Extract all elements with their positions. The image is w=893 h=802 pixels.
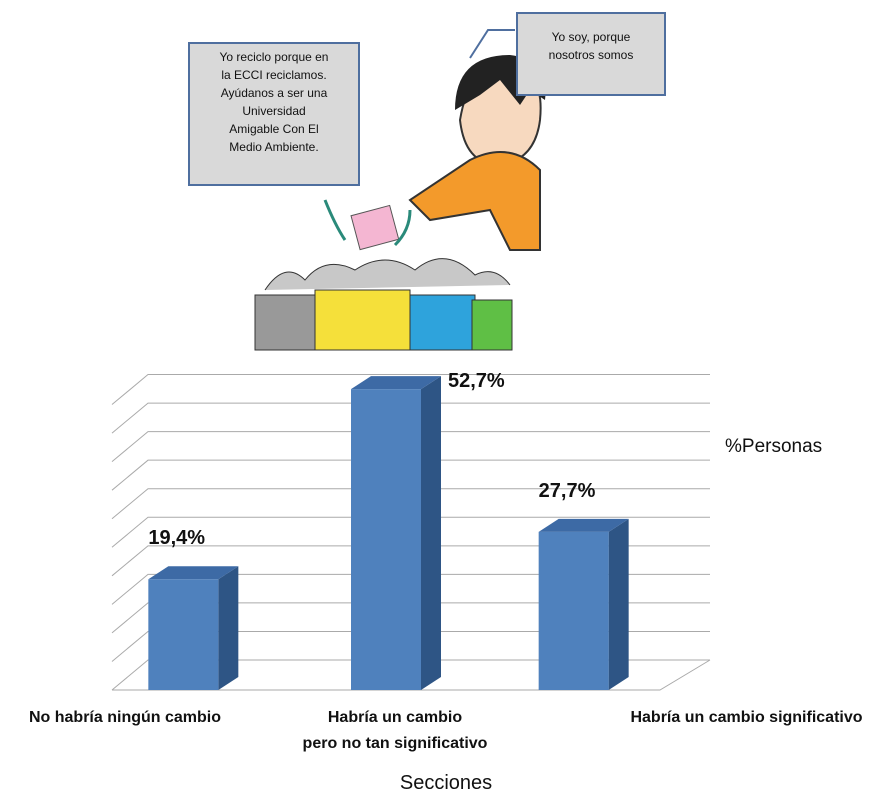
sweater	[408, 151, 541, 251]
speech-bubble: Yo reciclo porque en la ECCI reciclamos.…	[188, 42, 360, 186]
bar-side	[608, 518, 629, 690]
bar-side	[421, 376, 441, 690]
data-label: 27,7%	[539, 480, 596, 502]
trash	[264, 258, 511, 291]
x-tick-label: Habría un cambio pero no tan significati…	[302, 709, 488, 752]
x-tick-label: Habría un cambio significativo	[630, 709, 863, 726]
illustration	[254, 29, 546, 351]
grid-line	[111, 545, 710, 577]
grid-line	[111, 488, 710, 520]
floor-edge	[112, 659, 711, 691]
bin-gray	[254, 294, 316, 351]
bar-side	[218, 566, 239, 690]
bin-green	[471, 299, 513, 351]
data-label: 19,4%	[148, 527, 205, 549]
bar-top	[538, 518, 629, 532]
speech-bubble: Yo soy, porque nosotros somos	[516, 12, 666, 96]
bubble-pointer	[469, 29, 515, 59]
carton	[350, 204, 400, 251]
arrows	[323, 199, 412, 247]
x-axis-title: Secciones	[400, 772, 492, 794]
grid-line	[111, 516, 710, 548]
grid-line	[111, 659, 710, 691]
bar	[148, 579, 219, 690]
bin-yellow	[314, 289, 411, 351]
grid-line	[111, 459, 710, 491]
bar-top	[148, 566, 239, 580]
bin-blue	[409, 294, 476, 351]
grid-line	[111, 573, 710, 605]
bar	[538, 531, 609, 690]
grid-line	[111, 402, 710, 434]
grid-line	[111, 602, 710, 634]
x-tick-label: No habría ningún cambio	[28, 709, 221, 726]
bar-top	[351, 376, 441, 390]
bar	[351, 389, 421, 690]
grid-line	[111, 431, 710, 463]
data-label: 52,7%	[448, 370, 505, 392]
legend-label: %Personas	[725, 436, 822, 457]
grid-line	[111, 374, 710, 405]
grid-line	[111, 630, 710, 662]
